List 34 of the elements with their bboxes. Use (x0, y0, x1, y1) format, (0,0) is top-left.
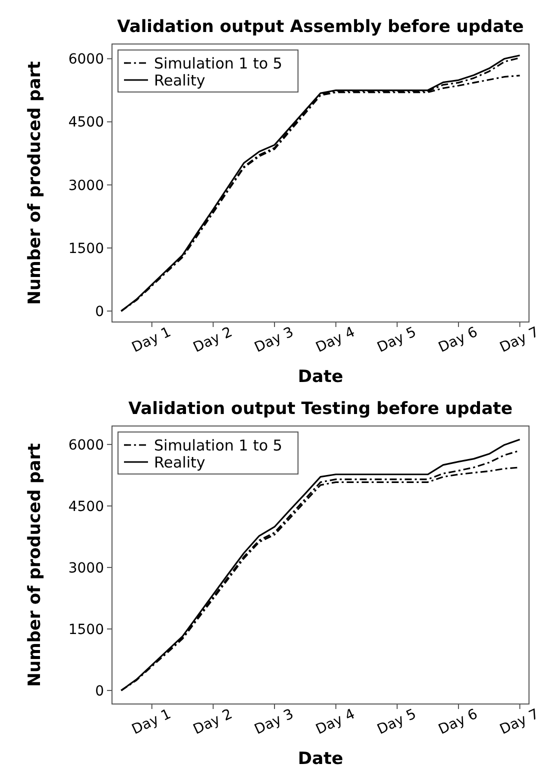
x-axis-title: Date (298, 749, 344, 769)
x-tick-label: Day 4 (314, 324, 358, 356)
x-tick-label: Day 3 (252, 706, 296, 738)
x-tick-label: Day 5 (374, 706, 419, 738)
x-tick-label: Day 4 (314, 706, 358, 738)
y-tick-label: 4500 (68, 114, 104, 131)
y-tick-label: 4500 (68, 498, 104, 515)
x-tick-label: Day 2 (190, 706, 235, 738)
legend-label: Reality (154, 453, 206, 472)
y-tick-label: 0 (95, 683, 104, 700)
x-tick-label: Day 3 (252, 324, 296, 356)
x-tick-label: Day 6 (436, 324, 480, 356)
y-tick-label: 3000 (68, 560, 104, 576)
y-tick-label: 6000 (68, 52, 104, 68)
chart-title: Validation output Assembly before update (117, 17, 524, 37)
y-tick-label: 1500 (68, 622, 104, 638)
chart-title: Validation output Testing before update (128, 399, 513, 419)
y-axis-title: Number of produced part (25, 443, 45, 687)
x-tick-label: Day 2 (190, 324, 235, 356)
y-tick-label: 0 (95, 304, 104, 320)
x-tick-label: Day 7 (498, 706, 542, 738)
legend-label: Simulation 1 to 5 (154, 54, 282, 72)
y-tick-label: 3000 (68, 178, 104, 194)
legend-label: Simulation 1 to 5 (154, 436, 282, 454)
legend-label: Reality (154, 71, 206, 90)
x-tick-label: Day 6 (436, 706, 480, 738)
y-tick-label: 6000 (68, 437, 104, 454)
y-axis-title: Number of produced part (25, 61, 45, 305)
x-tick-label: Day 1 (130, 706, 174, 738)
x-axis-title: Date (298, 367, 344, 387)
x-tick-label: Day 7 (498, 324, 542, 356)
x-tick-label: Day 1 (130, 324, 174, 356)
y-tick-label: 1500 (68, 240, 104, 257)
x-tick-label: Day 5 (374, 324, 419, 356)
